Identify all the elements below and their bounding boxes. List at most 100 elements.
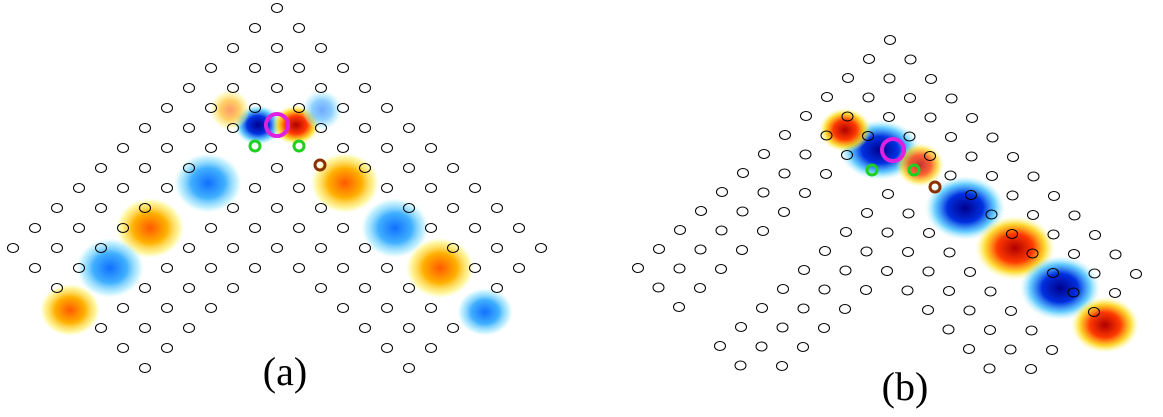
air-hole	[674, 225, 686, 235]
air-hole	[139, 203, 151, 213]
air-hole	[249, 63, 261, 73]
air-hole	[1025, 325, 1038, 336]
air-hole	[117, 143, 129, 153]
air-hole	[249, 183, 261, 193]
air-hole	[861, 208, 873, 218]
air-hole	[923, 228, 935, 238]
air-hole	[403, 323, 415, 333]
air-hole	[29, 223, 41, 233]
air-hole	[1109, 249, 1122, 260]
air-hole	[842, 73, 854, 83]
air-hole	[381, 103, 393, 113]
air-hole	[425, 343, 437, 353]
air-hole	[447, 163, 459, 173]
air-hole	[1026, 248, 1039, 259]
air-hole	[139, 363, 151, 373]
air-hole	[513, 223, 525, 233]
air-hole	[403, 363, 415, 373]
air-hole	[227, 43, 239, 53]
air-hole	[447, 243, 459, 253]
air-hole	[986, 132, 999, 143]
air-hole	[183, 283, 195, 293]
air-hole	[797, 303, 810, 314]
air-hole	[820, 169, 832, 179]
air-hole	[1007, 152, 1019, 162]
air-hole	[403, 283, 415, 293]
air-hole	[205, 303, 217, 313]
air-hole	[757, 226, 769, 236]
air-hole	[925, 74, 937, 84]
air-hole	[820, 130, 833, 141]
air-hole	[51, 203, 63, 213]
air-hole	[1088, 268, 1101, 279]
air-hole	[271, 243, 283, 253]
air-hole	[7, 243, 19, 253]
air-hole	[381, 343, 393, 353]
air-hole	[778, 168, 791, 179]
air-hole	[734, 360, 747, 371]
air-hole	[984, 286, 997, 297]
air-hole	[673, 302, 685, 312]
air-hole	[984, 325, 996, 335]
air-hole	[95, 203, 107, 213]
air-hole	[95, 163, 107, 173]
air-hole	[359, 83, 371, 93]
air-hole	[447, 203, 459, 213]
air-hole	[1046, 345, 1058, 355]
air-hole	[716, 187, 728, 197]
air-hole	[381, 143, 393, 153]
air-hole	[883, 73, 896, 84]
air-hole	[964, 267, 976, 277]
air-hole	[756, 303, 768, 313]
air-hole	[903, 131, 916, 142]
air-hole	[818, 284, 831, 295]
air-hole	[183, 83, 195, 93]
air-hole	[315, 43, 327, 53]
air-hole	[447, 323, 459, 333]
air-hole	[271, 203, 283, 213]
air-hole	[161, 103, 173, 113]
air-hole	[1025, 364, 1037, 374]
air-hole	[293, 183, 305, 193]
air-hole	[798, 265, 810, 275]
air-hole	[922, 305, 934, 315]
air-hole	[337, 143, 349, 153]
air-hole	[902, 247, 914, 257]
lattice	[7, 3, 1142, 374]
air-hole	[1047, 229, 1060, 240]
air-hole	[381, 263, 393, 273]
air-hole	[839, 304, 851, 314]
air-hole	[884, 35, 896, 45]
air-hole	[227, 243, 239, 253]
air-hole	[139, 283, 151, 293]
air-hole	[337, 63, 349, 73]
air-hole	[271, 3, 283, 13]
air-hole	[315, 123, 327, 133]
air-hole	[924, 112, 937, 123]
air-hole	[862, 131, 874, 141]
air-hole	[1027, 171, 1040, 182]
air-hole	[883, 112, 895, 122]
air-hole	[904, 54, 917, 65]
air-hole	[205, 143, 217, 153]
air-hole	[839, 265, 852, 276]
air-hole	[1130, 269, 1142, 279]
air-hole	[227, 123, 239, 133]
air-hole	[271, 43, 283, 53]
air-hole	[863, 54, 875, 64]
air-hole	[425, 303, 437, 313]
air-hole	[315, 283, 327, 293]
air-hole	[95, 243, 107, 253]
air-hole	[293, 103, 305, 113]
air-hole	[161, 143, 173, 153]
air-hole	[799, 149, 812, 160]
air-hole	[403, 163, 415, 173]
air-hole	[1047, 268, 1059, 278]
air-hole	[73, 183, 85, 193]
air-hole	[183, 163, 195, 173]
air-hole	[737, 168, 749, 178]
air-hole	[491, 203, 503, 213]
air-hole	[315, 243, 327, 253]
air-hole	[315, 83, 327, 93]
